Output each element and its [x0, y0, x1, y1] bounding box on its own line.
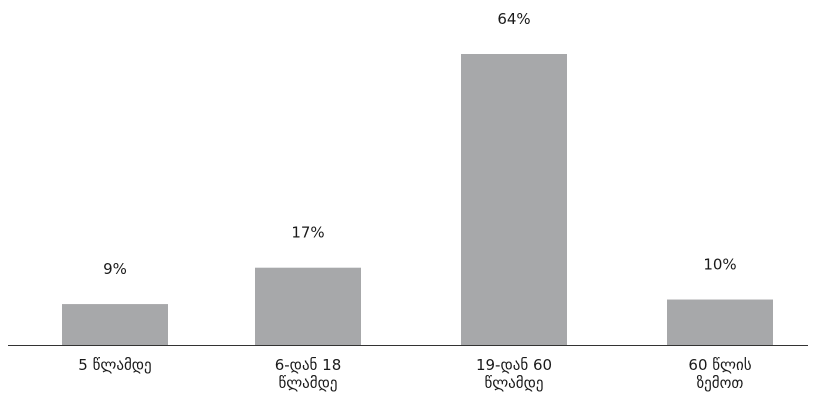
bar-2: [255, 267, 361, 345]
bar-4: [667, 299, 773, 345]
bar-1: [62, 304, 168, 345]
category-label-1: 5 წლამდე: [78, 356, 151, 374]
value-label-4: 10%: [703, 256, 736, 274]
category-label-4-line-2: ზემოთ: [697, 374, 744, 392]
value-label-1: 9%: [103, 260, 127, 278]
category-label-3-line-1: 19-დან 60: [476, 356, 552, 374]
category-label-2-line-1: 6-დან 18: [275, 356, 342, 374]
value-label-2: 17%: [291, 224, 324, 242]
category-label-2: 6-დან 18 წლამდე: [275, 356, 342, 392]
value-labels-group: 9% 17% 64% 10%: [103, 10, 737, 278]
category-label-1-line-1: 5 წლამდე: [78, 356, 151, 374]
category-label-4-line-1: 60 წლის: [688, 356, 751, 374]
bars-group: [62, 54, 773, 345]
category-label-3: 19-დან 60 წლამდე: [476, 356, 552, 392]
category-label-3-line-2: წლამდე: [484, 374, 543, 392]
category-label-4: 60 წლის ზემოთ: [688, 356, 751, 392]
value-label-3: 64%: [497, 10, 530, 28]
category-label-2-line-2: წლამდე: [278, 374, 337, 392]
bar-3: [461, 54, 567, 345]
